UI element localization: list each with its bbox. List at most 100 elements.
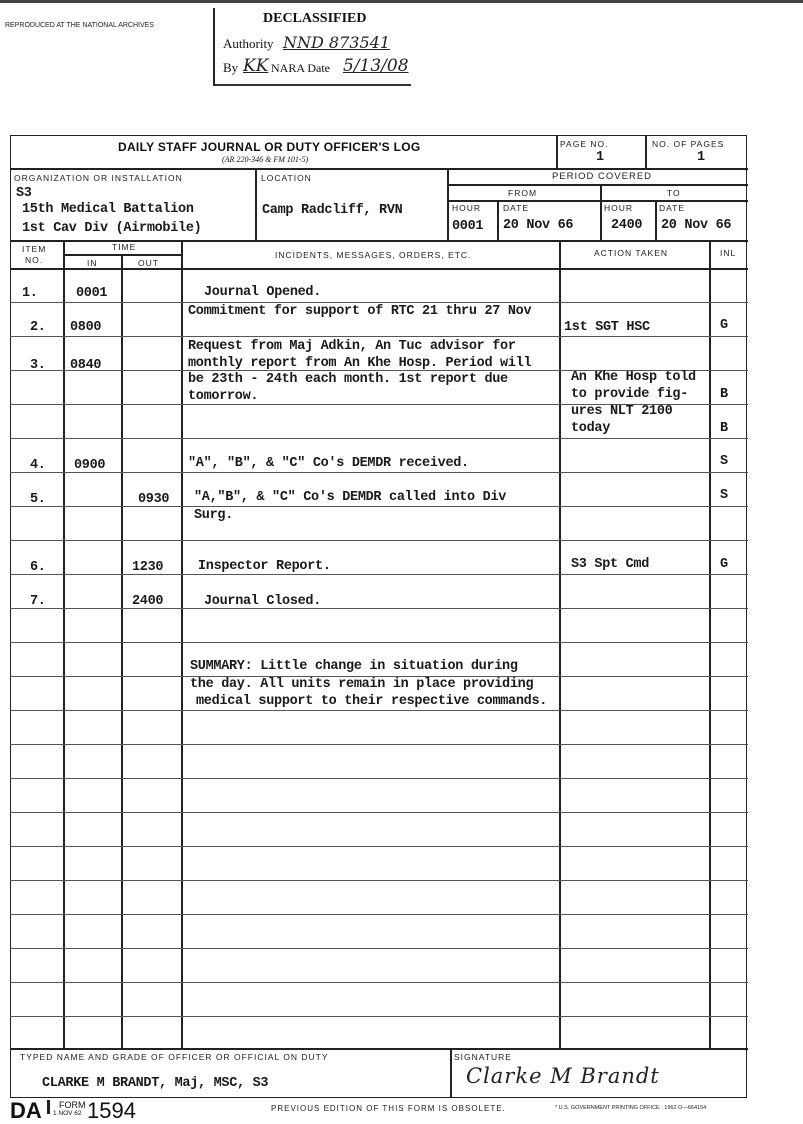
entry-item: 2. — [30, 320, 46, 335]
nara-date-value: 5/13/08 — [343, 56, 409, 76]
row-rule — [10, 506, 748, 507]
col-time: TIME — [112, 242, 137, 252]
obsolete-note: PREVIOUS EDITION OF THIS FORM IS OBSOLET… — [271, 1104, 506, 1113]
signature-label: SIGNATURE — [454, 1052, 512, 1062]
row-rule — [10, 540, 748, 541]
organization-line: 15th Medical Battalion — [22, 202, 194, 217]
entry-incident: Commitment for support of RTC 21 thru 27… — [188, 304, 532, 319]
by-value: KK — [243, 56, 269, 76]
row-rule — [10, 404, 748, 405]
entry-inl: G — [720, 318, 728, 333]
period-covered-label: PERIOD COVERED — [552, 171, 653, 182]
row-rule — [10, 642, 748, 643]
col-incidents: INCIDENTS, MESSAGES, ORDERS, ETC. — [275, 250, 472, 260]
from-hour: 0001 — [452, 219, 484, 234]
entry-item: 6. — [30, 560, 46, 575]
row-rule — [10, 914, 748, 915]
entry-incident: Journal Closed. — [204, 594, 322, 609]
organization-label: ORGANIZATION OR INSTALLATION — [14, 173, 183, 183]
form-da: DA — [10, 1098, 42, 1123]
officer-name: CLARKE M BRANDT, Maj, MSC, S3 — [42, 1076, 269, 1091]
entry-incident: Journal Opened. — [204, 285, 322, 300]
entry-in: 0900 — [74, 458, 106, 473]
form-subtitle: (AR 220-346 & FM 101-5) — [222, 155, 309, 164]
row-rule — [10, 948, 748, 949]
from-label: FROM — [508, 188, 538, 198]
entry-item: 5. — [30, 492, 46, 507]
declassified-title: DECLASSIFIED — [263, 11, 367, 26]
nara-date-label: NARA Date — [271, 61, 330, 75]
printing-note: * U.S. GOVERNMENT PRINTING OFFICE : 1962… — [555, 1105, 707, 1111]
entry-item: 3. — [30, 358, 46, 373]
entry-out: 1230 — [132, 560, 164, 575]
entry-incident: monthly report from An Khe Hosp. Period … — [188, 356, 532, 371]
summary-line: the day. All units remain in place provi… — [190, 677, 534, 692]
archive-note: REPRODUCED AT THE NATIONAL ARCHIVES — [5, 22, 154, 29]
entry-incident: Inspector Report. — [198, 559, 331, 574]
form-title: DAILY STAFF JOURNAL OR DUTY OFFICER'S LO… — [118, 140, 421, 154]
page-no-label: PAGE NO. — [560, 139, 609, 149]
row-rule — [10, 1016, 748, 1017]
organization-line: 1st Cav Div (Airmobile) — [22, 221, 202, 236]
by-label: By — [223, 60, 239, 75]
entry-inl: G — [720, 557, 728, 572]
row-rule — [10, 676, 748, 677]
row-rule — [10, 710, 748, 711]
entry-in: 0001 — [76, 286, 108, 301]
form-separator — [47, 1100, 50, 1114]
col-action: ACTION TAKEN — [594, 248, 669, 258]
entry-item: 7. — [30, 594, 46, 609]
entry-incident: Request from Maj Adkin, An Tuc advisor f… — [188, 339, 516, 354]
signature: Clarke M Brandt — [466, 1064, 660, 1088]
entry-out: 0930 — [138, 492, 170, 507]
column-rule — [121, 254, 123, 1048]
col-out: OUT — [138, 258, 159, 268]
row-rule — [10, 472, 748, 473]
summary-line: medical support to their respective comm… — [196, 694, 548, 709]
entry-incident: tomorrow. — [188, 389, 259, 404]
row-rule — [10, 778, 748, 779]
column-rule — [63, 240, 65, 1048]
row-rule — [10, 302, 748, 303]
entry-action: S3 Spt Cmd — [571, 557, 650, 572]
entry-item: 1. — [22, 286, 38, 301]
col-in: IN — [87, 258, 98, 268]
entry-item: 4. — [30, 458, 46, 473]
to-label: TO — [667, 188, 681, 198]
entry-inl: B — [720, 421, 728, 436]
entry-incident: Surg. — [194, 508, 234, 523]
authority-value: NND 873541 — [283, 33, 390, 52]
to-hour-label: HOUR — [604, 203, 634, 213]
entry-action: ures NLT 2100 — [571, 404, 673, 419]
to-hour: 2400 — [611, 218, 643, 233]
row-rule — [10, 438, 748, 439]
entry-action: An Khe Hosp told — [571, 370, 696, 385]
column-rule — [559, 240, 561, 1048]
entry-incident: "A", "B", & "C" Co's DEMDR received. — [188, 456, 469, 471]
declassification-stamp: DECLASSIFIED Authority NND 873541 By KK … — [213, 8, 411, 86]
form-word: FORM — [59, 1100, 86, 1110]
row-rule — [10, 608, 748, 609]
column-rule — [709, 240, 711, 1048]
authority-label: Authority — [223, 36, 274, 51]
col-inl: INL — [720, 248, 737, 258]
entry-inl: S — [720, 488, 728, 503]
location-value: Camp Radcliff, RVN — [262, 203, 403, 218]
column-rule — [181, 240, 183, 1048]
summary-line: SUMMARY: Little change in situation duri… — [190, 659, 518, 674]
col-item: ITEM — [22, 244, 47, 254]
organization-line: S3 — [16, 186, 32, 201]
entry-action: to provide fig- — [571, 387, 689, 402]
no-of-pages: 1 — [697, 150, 705, 165]
row-rule — [10, 574, 748, 575]
entry-out: 2400 — [132, 594, 164, 609]
from-date-label: DATE — [503, 203, 530, 213]
row-rule — [10, 846, 748, 847]
no-of-pages-label: NO. OF PAGES — [652, 139, 725, 149]
row-rule — [10, 744, 748, 745]
location-label: LOCATION — [261, 173, 312, 183]
scan-edge — [0, 0, 803, 3]
entry-action: today — [571, 421, 611, 436]
page-no: 1 — [596, 150, 604, 165]
row-rule — [10, 336, 748, 337]
